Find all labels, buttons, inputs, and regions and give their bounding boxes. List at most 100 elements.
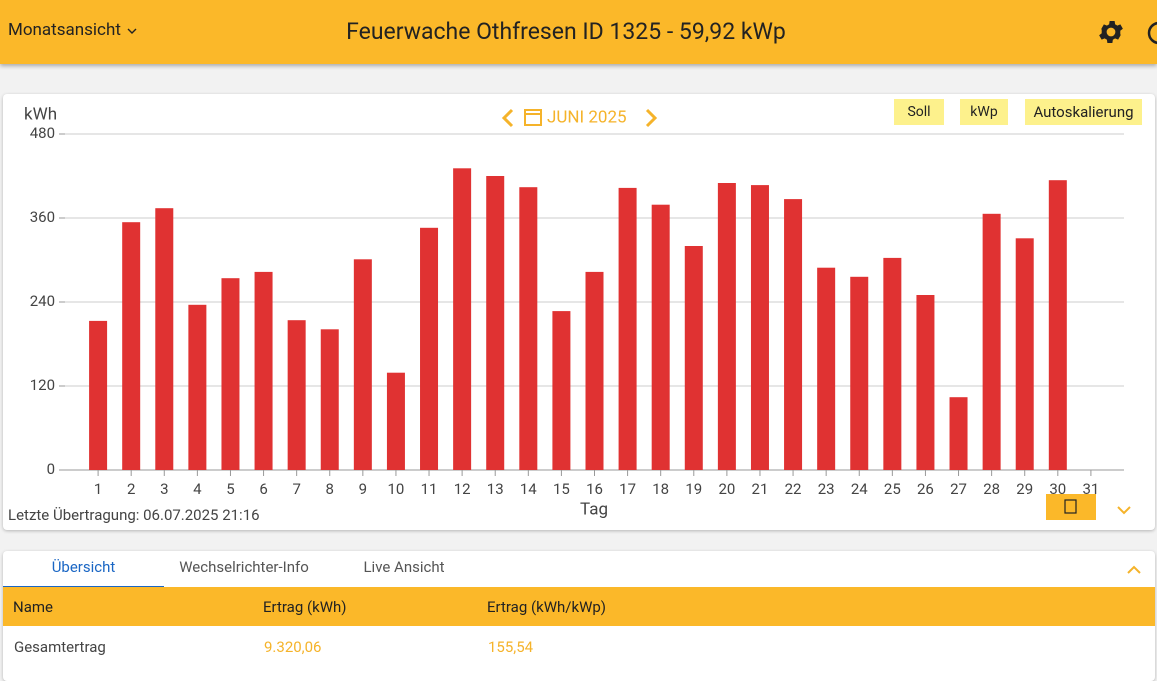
dropdown-icon xyxy=(127,28,137,34)
x-tick-label: 31 xyxy=(1082,480,1099,498)
power-icon[interactable] xyxy=(1146,20,1157,46)
bar xyxy=(850,276,869,470)
x-tick-label: 10 xyxy=(388,480,405,498)
x-axis-label: Tag xyxy=(580,499,608,519)
prev-month[interactable] xyxy=(501,108,514,128)
bar xyxy=(188,304,207,470)
y-axis-label: kWh xyxy=(24,104,57,124)
bar xyxy=(684,246,703,470)
bar xyxy=(320,329,339,470)
bar xyxy=(552,311,571,470)
x-tick-label: 14 xyxy=(520,480,537,498)
x-tick-label: 18 xyxy=(652,480,669,498)
bar xyxy=(817,267,836,470)
bar xyxy=(386,372,405,470)
y-tick-label: 240 xyxy=(30,292,55,310)
x-tick-label: 17 xyxy=(619,480,636,498)
bar xyxy=(1015,238,1034,470)
bar xyxy=(585,271,604,470)
bar xyxy=(1048,180,1067,470)
x-tick-label: 2 xyxy=(127,480,135,498)
x-tick-label: 13 xyxy=(487,480,504,498)
view-select[interactable]: Monatsansicht xyxy=(8,20,137,40)
bar xyxy=(784,199,803,470)
x-tick-label: 6 xyxy=(259,480,267,498)
tab[interactable]: Live Ansicht xyxy=(363,558,445,576)
export-button[interactable] xyxy=(1046,494,1096,520)
x-tick-label: 22 xyxy=(785,480,802,498)
chart: kWh Tag JUNI 2025 Letzte Übertragung: 06… xyxy=(8,104,1131,524)
x-tick-label: 5 xyxy=(226,480,234,498)
bar xyxy=(982,213,1001,471)
bar xyxy=(519,187,538,470)
x-tick-label: 15 xyxy=(553,480,570,498)
bar xyxy=(155,208,174,470)
tab[interactable]: Übersicht xyxy=(3,551,164,588)
x-tick-label: 9 xyxy=(359,480,367,498)
bar xyxy=(353,259,372,470)
bar xyxy=(221,278,240,470)
x-tick-label: 16 xyxy=(586,480,603,498)
x-tick-label: 29 xyxy=(1016,480,1033,498)
bar xyxy=(651,204,670,470)
x-tick-label: 7 xyxy=(292,480,300,498)
collapse-icon[interactable] xyxy=(1127,565,1141,575)
bar xyxy=(916,295,935,470)
x-tick-label: 3 xyxy=(160,480,168,498)
x-tick-label: 23 xyxy=(818,480,835,498)
next-month[interactable] xyxy=(645,108,658,128)
header: Monatsansicht Feuerwache Othfresen ID 13… xyxy=(0,0,1157,64)
bar xyxy=(949,397,968,470)
x-tick-label: 12 xyxy=(454,480,471,498)
autoscale-button[interactable]: Autoskalierung xyxy=(1025,99,1142,125)
bar xyxy=(453,168,472,471)
cell: 155,54 xyxy=(488,638,534,656)
bar xyxy=(486,176,505,470)
cell: Gesamtertrag xyxy=(14,638,106,656)
expand-icon[interactable] xyxy=(1117,506,1131,515)
bar xyxy=(254,271,273,470)
y-tick-label: 120 xyxy=(30,376,55,394)
view-label: Monatsansicht xyxy=(8,20,121,40)
bar xyxy=(717,183,736,470)
table-row: Gesamtertrag 9.320,06 155,54 xyxy=(3,626,1155,666)
period-label: JUNI 2025 xyxy=(547,107,627,127)
x-tick-label: 30 xyxy=(1049,480,1066,498)
tab[interactable]: Wechselrichter-Info xyxy=(179,558,309,576)
column-header: Ertrag (kWh) xyxy=(263,598,347,616)
bar xyxy=(287,320,306,470)
bar xyxy=(750,185,769,470)
bar xyxy=(89,320,108,470)
x-tick-label: 1 xyxy=(94,480,102,498)
calendar-icon xyxy=(524,109,542,126)
x-tick-label: 21 xyxy=(752,480,769,498)
x-tick-label: 8 xyxy=(326,480,334,498)
x-tick-label: 28 xyxy=(983,480,1000,498)
soll-button[interactable]: Soll xyxy=(894,99,944,125)
kwp-button[interactable]: kWp xyxy=(960,99,1008,125)
y-tick-label: 360 xyxy=(30,208,55,226)
bar xyxy=(122,222,141,470)
cell: 9.320,06 xyxy=(264,638,322,656)
page-title: Feuerwache Othfresen ID 1325 - 59,92 kWp xyxy=(346,18,786,45)
x-tick-label: 4 xyxy=(193,480,202,498)
table-header: Name Ertrag (kWh) Ertrag (kWh/kWp) xyxy=(3,587,1155,626)
bar xyxy=(618,187,637,470)
bar xyxy=(420,227,439,470)
settings-icon[interactable] xyxy=(1096,17,1126,47)
y-tick-label: 480 xyxy=(30,124,55,142)
x-tick-label: 19 xyxy=(685,480,702,498)
x-tick-label: 25 xyxy=(884,480,901,498)
x-tick-label: 11 xyxy=(421,480,438,498)
x-tick-label: 27 xyxy=(950,480,967,498)
column-header: Name xyxy=(13,598,53,616)
bar xyxy=(883,257,902,470)
last-transfer: Letzte Übertragung: 06.07.2025 21:16 xyxy=(8,506,260,524)
x-tick-label: 24 xyxy=(851,480,868,498)
column-header: Ertrag (kWh/kWp) xyxy=(487,598,607,616)
y-tick-label: 0 xyxy=(47,460,55,478)
x-tick-label: 26 xyxy=(917,480,934,498)
details-card: Übersicht Wechselrichter-Info Live Ansic… xyxy=(3,551,1155,681)
x-tick-label: 20 xyxy=(718,480,735,498)
